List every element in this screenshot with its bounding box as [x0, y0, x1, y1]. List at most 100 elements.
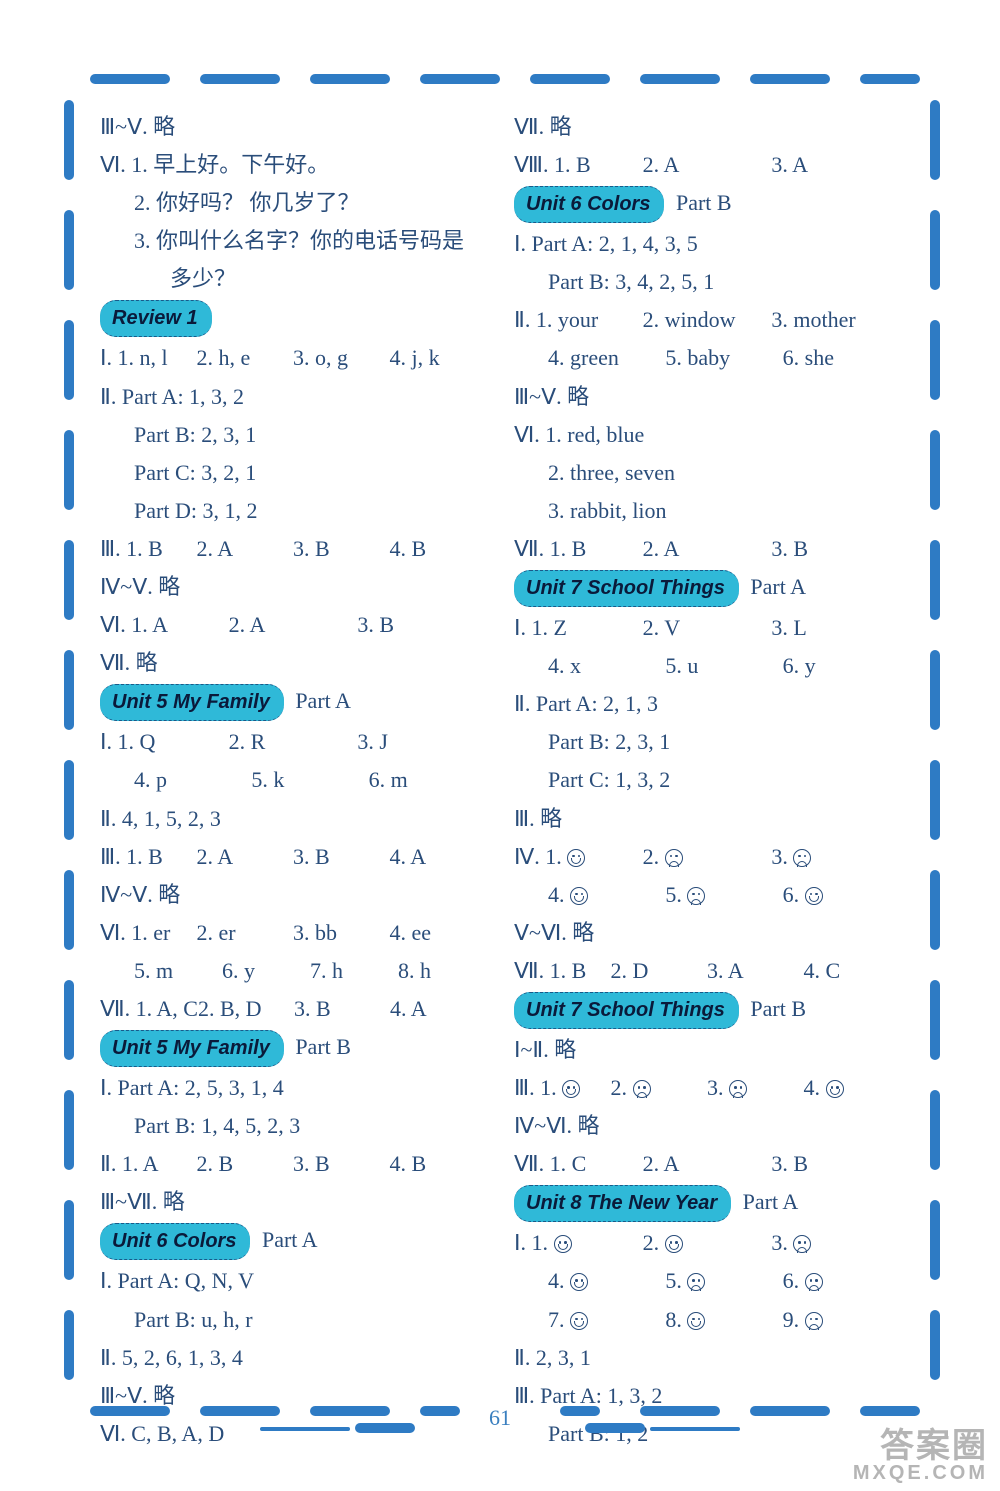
text: Ⅵ. 1. red, blue	[514, 418, 900, 452]
smile-icon	[826, 1080, 844, 1098]
text: Ⅶ. 略	[100, 646, 486, 680]
answer-row: Ⅰ. 1. Z 2. V 3. L	[514, 611, 900, 645]
text: 6.	[783, 878, 900, 912]
text: 2. three, seven	[514, 456, 900, 490]
text: 5. baby	[665, 341, 782, 375]
answer-row: Ⅱ. 1. your 2. window 3. mother	[514, 303, 900, 337]
answer-row: Ⅲ. 1. 2. 3. 4.	[514, 1071, 900, 1105]
pill-unit8a: Unit 8 The New Year	[514, 1185, 731, 1222]
text: Part D: 3, 1, 2	[100, 494, 486, 528]
text: Ⅶ. 略	[514, 110, 900, 144]
section-header: Unit 7 School Things Part B	[514, 992, 900, 1029]
sad-icon	[729, 1080, 747, 1098]
text: 3. A	[771, 148, 900, 182]
sad-icon	[665, 849, 683, 867]
answer-row: 4. 5. 6.	[514, 1264, 900, 1298]
text: 5.	[665, 878, 782, 912]
text: Ⅳ~Ⅴ. 略	[100, 878, 486, 912]
text: 2. V	[643, 611, 772, 645]
text: 2.	[643, 1226, 772, 1260]
page: Ⅲ~Ⅴ. 略 Ⅵ. 1. 早上好。下午好。 2. 你好吗？ 你几岁了？ 3. 你…	[0, 0, 1000, 1491]
answer-row: 7. 8. 9.	[514, 1303, 900, 1337]
answer-row: Ⅵ. 1. A 2. A 3. B	[100, 608, 486, 642]
text: 7.	[548, 1303, 665, 1337]
text: 6.	[783, 1264, 900, 1298]
smile-icon	[567, 849, 585, 867]
text: 2. R	[229, 725, 358, 759]
text: 4. A	[390, 840, 487, 874]
smile-icon	[687, 1312, 705, 1330]
section-header: Unit 6 Colors Part B	[514, 186, 900, 223]
text: Ⅰ. Part A: 2, 1, 4, 3, 5	[514, 227, 900, 261]
text: 4.	[804, 1071, 901, 1105]
section-header: Unit 5 My Family Part B	[100, 1030, 486, 1067]
answer-row: Ⅵ. 1. er 2. er 3. bb 4. ee	[100, 916, 486, 950]
part-label: Part B	[295, 1034, 351, 1059]
text: 2. A	[643, 148, 772, 182]
text: Ⅲ~Ⅴ. 略	[514, 380, 900, 414]
text: Ⅲ. 略	[514, 802, 900, 836]
part-label: Part B	[676, 190, 732, 215]
section-header: Unit 5 My Family Part A	[100, 684, 486, 721]
text: 3.	[771, 1226, 900, 1260]
text: 3.	[771, 840, 900, 874]
text: 3. L	[771, 611, 900, 645]
text: Ⅲ. 1. B	[100, 840, 197, 874]
sad-icon	[793, 849, 811, 867]
text: Ⅳ~Ⅵ. 略	[514, 1109, 900, 1143]
text: Part B: u, h, r	[100, 1303, 486, 1337]
text: 4. p	[134, 763, 251, 797]
text: Ⅱ. 4, 1, 5, 2, 3	[100, 802, 486, 836]
text: Ⅱ. 1. your	[514, 303, 643, 337]
text: 3. B	[293, 840, 390, 874]
part-label: Part A	[743, 1189, 799, 1214]
answer-row: Ⅱ. 1. A 2. B 3. B 4. B	[100, 1147, 486, 1181]
text: Ⅱ. Part A: 1, 3, 2	[100, 380, 486, 414]
smile-icon	[570, 1273, 588, 1291]
text: 3. A	[707, 954, 804, 988]
text: 6. she	[783, 341, 900, 375]
text: Ⅴ~Ⅵ. 略	[514, 916, 900, 950]
text: 6. y	[222, 954, 310, 988]
answer-row: 4. green 5. baby 6. she	[514, 341, 900, 375]
text: Ⅰ. 1. Q	[100, 725, 229, 759]
answer-row: Ⅶ. 1. C 2. A 3. B	[514, 1147, 900, 1181]
text: Ⅳ. 1.	[514, 840, 643, 874]
answer-row: Ⅶ. 1. B 2. D 3. A 4. C	[514, 954, 900, 988]
text: 2. A	[229, 608, 358, 642]
text: Part C: 1, 3, 2	[514, 763, 900, 797]
text: 3. o, g	[293, 341, 390, 375]
section-header: Unit 6 Colors Part A	[100, 1223, 486, 1260]
smile-icon	[570, 887, 588, 905]
text: 2. h, e	[197, 341, 294, 375]
answer-row: Ⅰ. 1. n, l 2. h, e 3. o, g 4. j, k	[100, 341, 486, 375]
text: Part C: 3, 2, 1	[100, 456, 486, 490]
pill-unit5b: Unit 5 My Family	[100, 1030, 284, 1067]
text: Ⅱ. 2, 3, 1	[514, 1341, 900, 1375]
text: 3. rabbit, lion	[514, 494, 900, 528]
answer-row: Ⅲ. 1. B 2. A 3. B 4. A	[100, 840, 486, 874]
text: Part B: 2, 3, 1	[100, 418, 486, 452]
text: 9.	[783, 1303, 900, 1337]
text: 5. k	[251, 763, 368, 797]
text: Ⅲ. 1. B	[100, 532, 197, 566]
pill-unit7a: Unit 7 School Things	[514, 570, 739, 607]
smile-icon	[570, 1312, 588, 1330]
text: 3. B	[771, 1147, 900, 1181]
answer-row: Ⅰ. 1. Q 2. R 3. J	[100, 725, 486, 759]
text: 2. window	[643, 303, 772, 337]
page-number: 61	[0, 1401, 1000, 1435]
answer-row: 5. m 6. y 7. h 8. h	[100, 954, 486, 988]
text: Part B: 2, 3, 1	[514, 725, 900, 759]
sad-icon	[687, 1273, 705, 1291]
part-label: Part B	[750, 996, 806, 1021]
text: 3. 你叫什么名字？你的电话号码是	[100, 224, 486, 258]
text: 5. u	[665, 649, 782, 683]
text: Ⅰ. 1. Z	[514, 611, 643, 645]
text: 3. B	[771, 532, 900, 566]
text: 2.	[643, 840, 772, 874]
text: 4. B	[390, 532, 487, 566]
text: 4. x	[548, 649, 665, 683]
text: 4. C	[804, 954, 901, 988]
text: 2. B, D	[198, 992, 294, 1026]
